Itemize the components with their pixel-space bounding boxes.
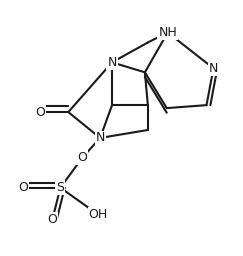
Text: NH: NH [158, 26, 177, 39]
Text: OH: OH [88, 208, 108, 221]
Text: O: O [47, 213, 57, 226]
Text: O: O [77, 151, 87, 164]
Text: N: N [209, 62, 218, 75]
Text: S: S [56, 181, 64, 194]
Text: O: O [19, 181, 28, 194]
Text: N: N [95, 131, 105, 144]
Text: O: O [35, 105, 45, 119]
Text: N: N [107, 56, 117, 69]
